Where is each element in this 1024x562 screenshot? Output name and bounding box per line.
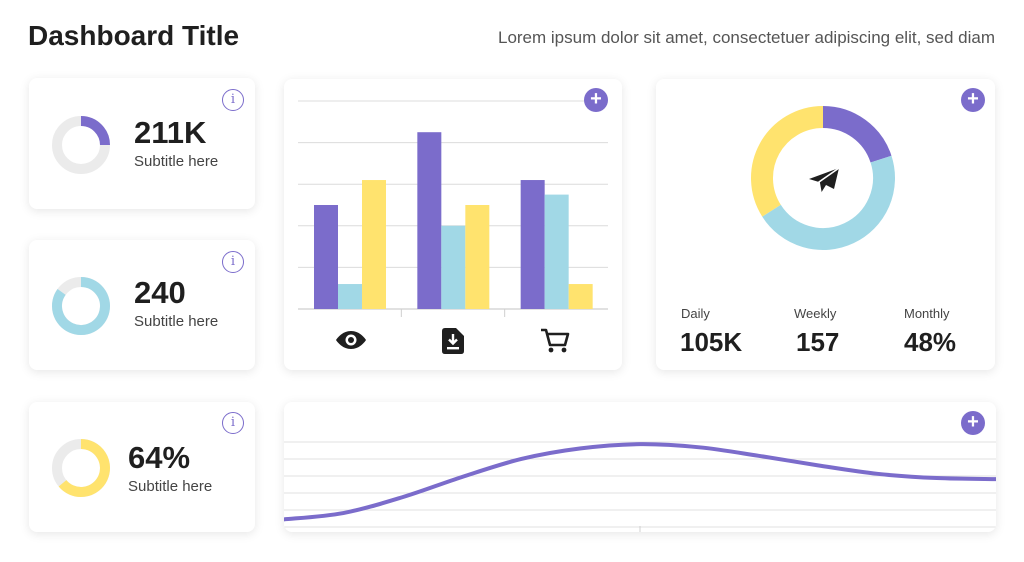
kpi-card-1: 211K Subtitle here i [29, 78, 255, 209]
ring-progress [80, 116, 110, 146]
bar-chart-card: + [284, 79, 622, 370]
kpi-subtitle-2: Subtitle here [134, 313, 219, 330]
page-title: Dashboard Title [28, 20, 240, 51]
add-button[interactable]: + [584, 88, 608, 112]
add-button[interactable]: + [961, 88, 985, 112]
add-button[interactable]: + [961, 411, 985, 435]
info-icon[interactable]: i [222, 251, 244, 273]
ring-progress [52, 277, 110, 335]
bar-eye-2 [362, 180, 386, 309]
kpi-card-2: 240 Subtitle here i [29, 240, 255, 370]
ring-progress [58, 439, 110, 497]
kpi-ring-3 [52, 439, 110, 497]
kpi-ring-2 [52, 277, 110, 335]
kpi-value-2: 240 [134, 275, 186, 310]
donut-slice-0 [822, 106, 892, 164]
stat-label-monthly: Monthly [904, 306, 950, 321]
paper-plane-icon [809, 167, 840, 194]
donut-chart [751, 106, 895, 250]
info-icon[interactable]: i [222, 412, 244, 434]
bar-chart [298, 100, 608, 317]
cart-icon[interactable] [540, 328, 570, 354]
kpi-subtitle-3: Subtitle here [128, 478, 213, 495]
donut-slice-1 [762, 155, 895, 250]
stat-value-weekly: 157 [796, 327, 840, 357]
stat-value-monthly: 48% [904, 327, 957, 357]
kpi-subtitle-1: Subtitle here [134, 153, 219, 170]
kpi-ring-1 [52, 116, 110, 174]
bar-cart-2 [568, 284, 593, 309]
bar-cart-1 [544, 194, 569, 309]
download-icon[interactable] [442, 328, 464, 354]
line-series [284, 442, 996, 522]
kpi-card-3: 64% Subtitle here i [29, 402, 255, 532]
kpi-value-1: 211K [134, 115, 207, 150]
line-chart [284, 441, 996, 532]
info-icon[interactable]: i [222, 89, 244, 111]
donut-chart-card: + Daily 105K Weekly 157 Monthly 48% [656, 79, 995, 370]
stat-label-weekly: Weekly [794, 306, 837, 321]
stat-value-daily: 105K [680, 327, 743, 357]
bar-eye-1 [338, 284, 362, 309]
bar-download-0 [417, 132, 442, 309]
stat-label-daily: Daily [681, 306, 710, 321]
bar-download-2 [465, 205, 490, 309]
bar-download-1 [441, 225, 466, 309]
bar-cart-0 [520, 180, 545, 309]
donut-slice-2 [751, 106, 824, 217]
page-subtitle: Lorem ipsum dolor sit amet, consectetuer… [497, 28, 995, 47]
line-chart-card: + [284, 402, 996, 532]
bar-eye-0 [314, 205, 338, 309]
kpi-value-3: 64% [128, 440, 191, 475]
eye-icon[interactable] [335, 329, 367, 351]
